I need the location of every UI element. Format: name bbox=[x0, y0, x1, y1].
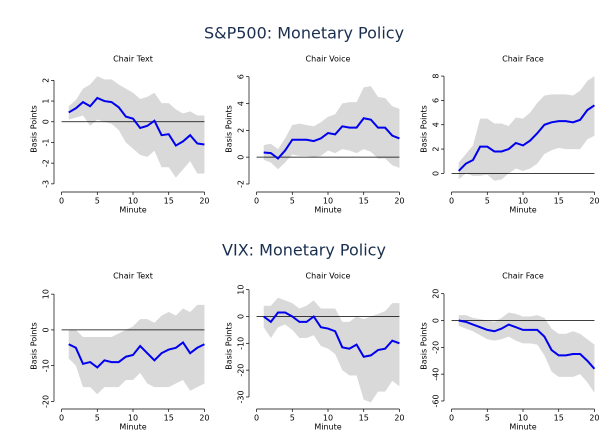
y-tick-label: 0 bbox=[432, 171, 441, 176]
y-tick-label: 20 bbox=[432, 289, 441, 299]
panel-title: Chair Face bbox=[502, 272, 544, 281]
x-axis-label: Minute bbox=[119, 423, 146, 432]
x-tick-label: 20 bbox=[199, 197, 209, 206]
y-tick-label: -30 bbox=[237, 390, 246, 403]
x-tick-label: 5 bbox=[290, 414, 295, 423]
section-title: VIX: Monetary Policy bbox=[222, 241, 386, 260]
x-tick-label: 5 bbox=[290, 197, 295, 206]
x-tick-label: 15 bbox=[359, 414, 369, 423]
y-axis-label: Basis Points bbox=[225, 322, 234, 370]
x-tick-label: 0 bbox=[449, 414, 454, 423]
confidence-band bbox=[263, 297, 400, 403]
y-tick-label: 10 bbox=[237, 285, 246, 295]
y-tick-label: 6 bbox=[237, 74, 246, 79]
x-tick-label: 5 bbox=[485, 197, 490, 206]
x-tick-label: 10 bbox=[128, 414, 138, 423]
y-tick-label: 2 bbox=[42, 78, 51, 83]
x-tick-label: 20 bbox=[589, 197, 599, 206]
x-tick-label: 0 bbox=[254, 414, 259, 423]
panel-title: Chair Voice bbox=[306, 55, 351, 64]
y-tick-label: 0 bbox=[42, 327, 51, 332]
x-tick-label: 5 bbox=[95, 197, 100, 206]
y-tick-label: 0 bbox=[42, 119, 51, 124]
x-tick-label: 20 bbox=[589, 414, 599, 423]
y-tick-label: 6 bbox=[432, 98, 441, 103]
panel-title: Chair Voice bbox=[306, 272, 351, 281]
data-line bbox=[457, 104, 595, 172]
x-tick-label: 10 bbox=[128, 197, 138, 206]
x-tick-label: 15 bbox=[554, 197, 564, 206]
y-tick-label: 4 bbox=[237, 101, 246, 106]
y-tick-label: 8 bbox=[432, 74, 441, 79]
y-tick-label: -20 bbox=[42, 395, 51, 408]
x-tick-label: 15 bbox=[554, 414, 564, 423]
x-tick-label: 20 bbox=[394, 414, 404, 423]
x-tick-label: 5 bbox=[485, 414, 490, 423]
y-tick-label: -60 bbox=[432, 394, 441, 407]
y-tick-label: -20 bbox=[237, 364, 246, 377]
x-tick-label: 0 bbox=[449, 197, 454, 206]
y-tick-label: 0 bbox=[237, 314, 246, 319]
y-tick-label: -10 bbox=[42, 359, 51, 372]
data-line bbox=[458, 319, 596, 370]
y-tick-label: 0 bbox=[237, 155, 246, 160]
y-tick-label: -10 bbox=[237, 337, 246, 350]
data-line bbox=[68, 96, 205, 147]
x-axis-label: Minute bbox=[509, 423, 536, 432]
x-tick-label: 20 bbox=[199, 414, 209, 423]
y-tick-label: 1 bbox=[42, 99, 51, 104]
y-axis-label: Basis Points bbox=[420, 322, 429, 370]
x-tick-label: 0 bbox=[59, 197, 64, 206]
y-tick-label: -40 bbox=[432, 368, 441, 381]
x-axis-label: Minute bbox=[314, 423, 341, 432]
y-tick-label: -2 bbox=[237, 180, 246, 188]
y-tick-label: 10 bbox=[42, 289, 51, 299]
section-title: S&P500: Monetary Policy bbox=[204, 24, 404, 43]
y-tick-label: -3 bbox=[42, 180, 51, 188]
x-tick-label: 10 bbox=[323, 197, 333, 206]
y-axis-label: Basis Points bbox=[30, 105, 39, 153]
x-tick-label: 0 bbox=[254, 197, 259, 206]
panel-title: Chair Text bbox=[113, 272, 153, 281]
y-tick-label: -20 bbox=[432, 341, 441, 354]
y-tick-label: 2 bbox=[237, 128, 246, 133]
y-tick-label: -1 bbox=[42, 138, 51, 146]
x-axis-label: Minute bbox=[509, 206, 536, 215]
x-tick-label: 15 bbox=[164, 197, 174, 206]
y-tick-label: 2 bbox=[432, 147, 441, 152]
y-tick-label: 0 bbox=[432, 318, 441, 323]
data-line bbox=[263, 117, 400, 160]
confidence-band bbox=[458, 76, 595, 181]
confidence-band bbox=[68, 76, 205, 178]
y-axis-label: Basis Points bbox=[30, 322, 39, 370]
y-tick-label: -2 bbox=[42, 159, 51, 167]
x-tick-label: 20 bbox=[394, 197, 404, 206]
x-tick-label: 0 bbox=[59, 414, 64, 423]
x-tick-label: 10 bbox=[518, 414, 528, 423]
x-tick-label: 15 bbox=[359, 197, 369, 206]
x-tick-label: 10 bbox=[323, 414, 333, 423]
confidence-band bbox=[458, 312, 595, 393]
confidence-band bbox=[263, 86, 400, 170]
x-axis-label: Minute bbox=[314, 206, 341, 215]
x-tick-label: 10 bbox=[518, 197, 528, 206]
data-line bbox=[68, 340, 205, 369]
panel-title: Chair Face bbox=[502, 55, 544, 64]
x-tick-label: 5 bbox=[95, 414, 100, 423]
y-tick-label: 4 bbox=[432, 122, 441, 127]
data-line bbox=[263, 311, 400, 358]
x-axis-label: Minute bbox=[119, 206, 146, 215]
y-axis-label: Basis Points bbox=[420, 105, 429, 153]
y-axis-label: Basis Points bbox=[225, 105, 234, 153]
panel-title: Chair Text bbox=[113, 55, 153, 64]
x-tick-label: 15 bbox=[164, 414, 174, 423]
